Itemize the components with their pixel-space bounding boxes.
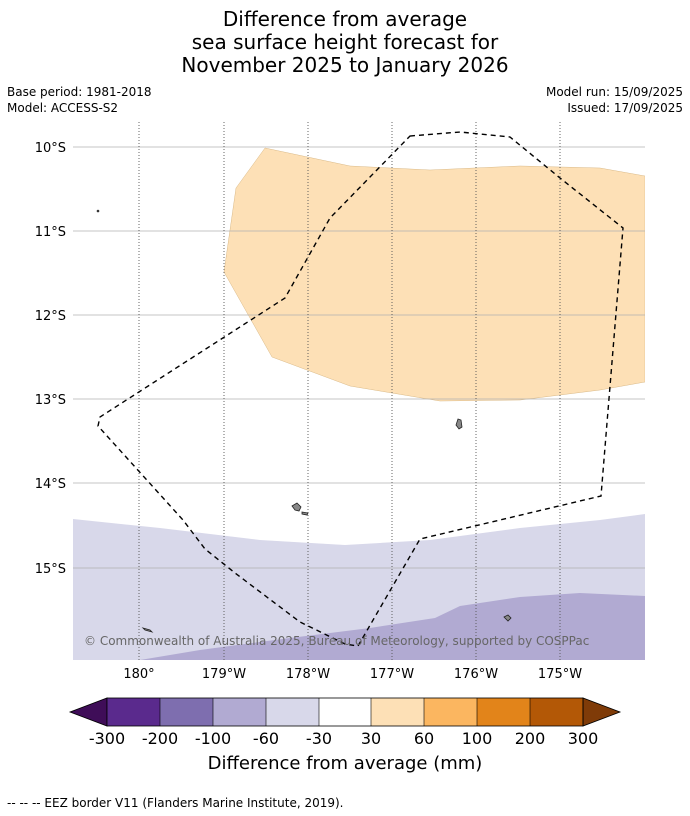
colorbar-segment-9 bbox=[530, 698, 583, 726]
base-period: Base period: 1981-2018 bbox=[7, 85, 152, 99]
cbar-tick-4: -60 bbox=[253, 729, 279, 748]
longitude-labels: 180° 179°W 178°W 177°W 176°W 175°W bbox=[123, 667, 582, 682]
cbar-tick-7: 60 bbox=[414, 729, 434, 748]
colorbar-tick-labels: -300 -200 -100 -60 -30 30 60 100 200 300 bbox=[89, 729, 598, 748]
lon-label-178w: 178°W bbox=[286, 667, 330, 682]
colorbar-segment-3 bbox=[213, 698, 266, 726]
model-name: Model: ACCESS-S2 bbox=[7, 101, 119, 115]
colorbar-label: Difference from average (mm) bbox=[207, 753, 483, 774]
island-north bbox=[455, 418, 463, 430]
cbar-tick-10: 300 bbox=[568, 729, 599, 748]
issued-date: Issued: 17/09/2025 bbox=[567, 101, 683, 115]
islands bbox=[96, 209, 512, 633]
latitude-labels: 10°S 11°S 12°S 13°S 14°S 15°S bbox=[35, 141, 66, 577]
island-west bbox=[291, 502, 302, 512]
title-line-3: November 2025 to January 2026 bbox=[181, 53, 509, 77]
lat-label-12s: 12°S bbox=[35, 309, 66, 324]
meta-left: Base period: 1981-2018 Model: ACCESS-S2 bbox=[7, 84, 152, 116]
attribution-text: © Commonwealth of Australia 2025, Bureau… bbox=[84, 634, 589, 648]
cbar-tick-9: 200 bbox=[515, 729, 546, 748]
lat-label-14s: 14°S bbox=[35, 477, 66, 492]
cbar-tick-5: -30 bbox=[306, 729, 332, 748]
lon-label-179w: 179°W bbox=[202, 667, 246, 682]
colorbar-upper-extension bbox=[582, 697, 622, 727]
lat-label-15s: 15°S bbox=[35, 562, 66, 577]
lat-label-13s: 13°S bbox=[35, 393, 66, 408]
colorbar-segment-7 bbox=[424, 698, 477, 726]
cbar-tick-3: -100 bbox=[195, 729, 231, 748]
colorbar-outline bbox=[106, 697, 584, 727]
cbar-tick-8: 100 bbox=[462, 729, 493, 748]
lon-label-180: 180° bbox=[123, 667, 154, 682]
lat-label-10s: 10°S bbox=[35, 141, 66, 156]
title-line-1: Difference from average bbox=[222, 7, 468, 31]
cbar-tick-6: 30 bbox=[361, 729, 381, 748]
colorbar-segment-6 bbox=[371, 698, 424, 726]
colorbar-segment-8 bbox=[477, 698, 530, 726]
lon-label-175w: 175°W bbox=[538, 667, 582, 682]
colorbar: -300 -200 -100 -60 -30 30 60 100 200 300 bbox=[68, 697, 622, 748]
lon-label-177w: 177°W bbox=[370, 667, 414, 682]
latitude-gridlines bbox=[73, 146, 645, 569]
colorbar-segment-2 bbox=[160, 698, 213, 726]
map-title: Difference from average sea surface heig… bbox=[0, 8, 690, 77]
colorbar-lower-extension bbox=[68, 697, 108, 727]
meta-right: Model run: 15/09/2025 Issued: 17/09/2025 bbox=[546, 84, 683, 116]
colorbar-segment-4 bbox=[266, 698, 319, 726]
cbar-tick-1: -300 bbox=[89, 729, 125, 748]
lat-label-11s: 11°S bbox=[35, 225, 66, 240]
eez-legend-note: -- -- -- EEZ border V11 (Flanders Marine… bbox=[7, 796, 344, 810]
colorbar-segment-1 bbox=[107, 698, 160, 726]
model-run: Model run: 15/09/2025 bbox=[545, 85, 683, 99]
colorbar-segment-5 bbox=[319, 698, 371, 726]
island-west-small bbox=[301, 511, 309, 516]
anomaly-area-mid-purple bbox=[140, 593, 645, 660]
island-tiny bbox=[96, 209, 100, 213]
lon-label-176w: 176°W bbox=[454, 667, 498, 682]
eez-border bbox=[97, 131, 624, 647]
island-southeast bbox=[503, 614, 512, 622]
title-line-2: sea surface height forecast for bbox=[191, 30, 499, 54]
cbar-tick-2: -200 bbox=[142, 729, 178, 748]
anomaly-area-light-orange bbox=[223, 147, 645, 402]
island-southwest bbox=[141, 627, 154, 633]
map-area bbox=[73, 122, 645, 660]
